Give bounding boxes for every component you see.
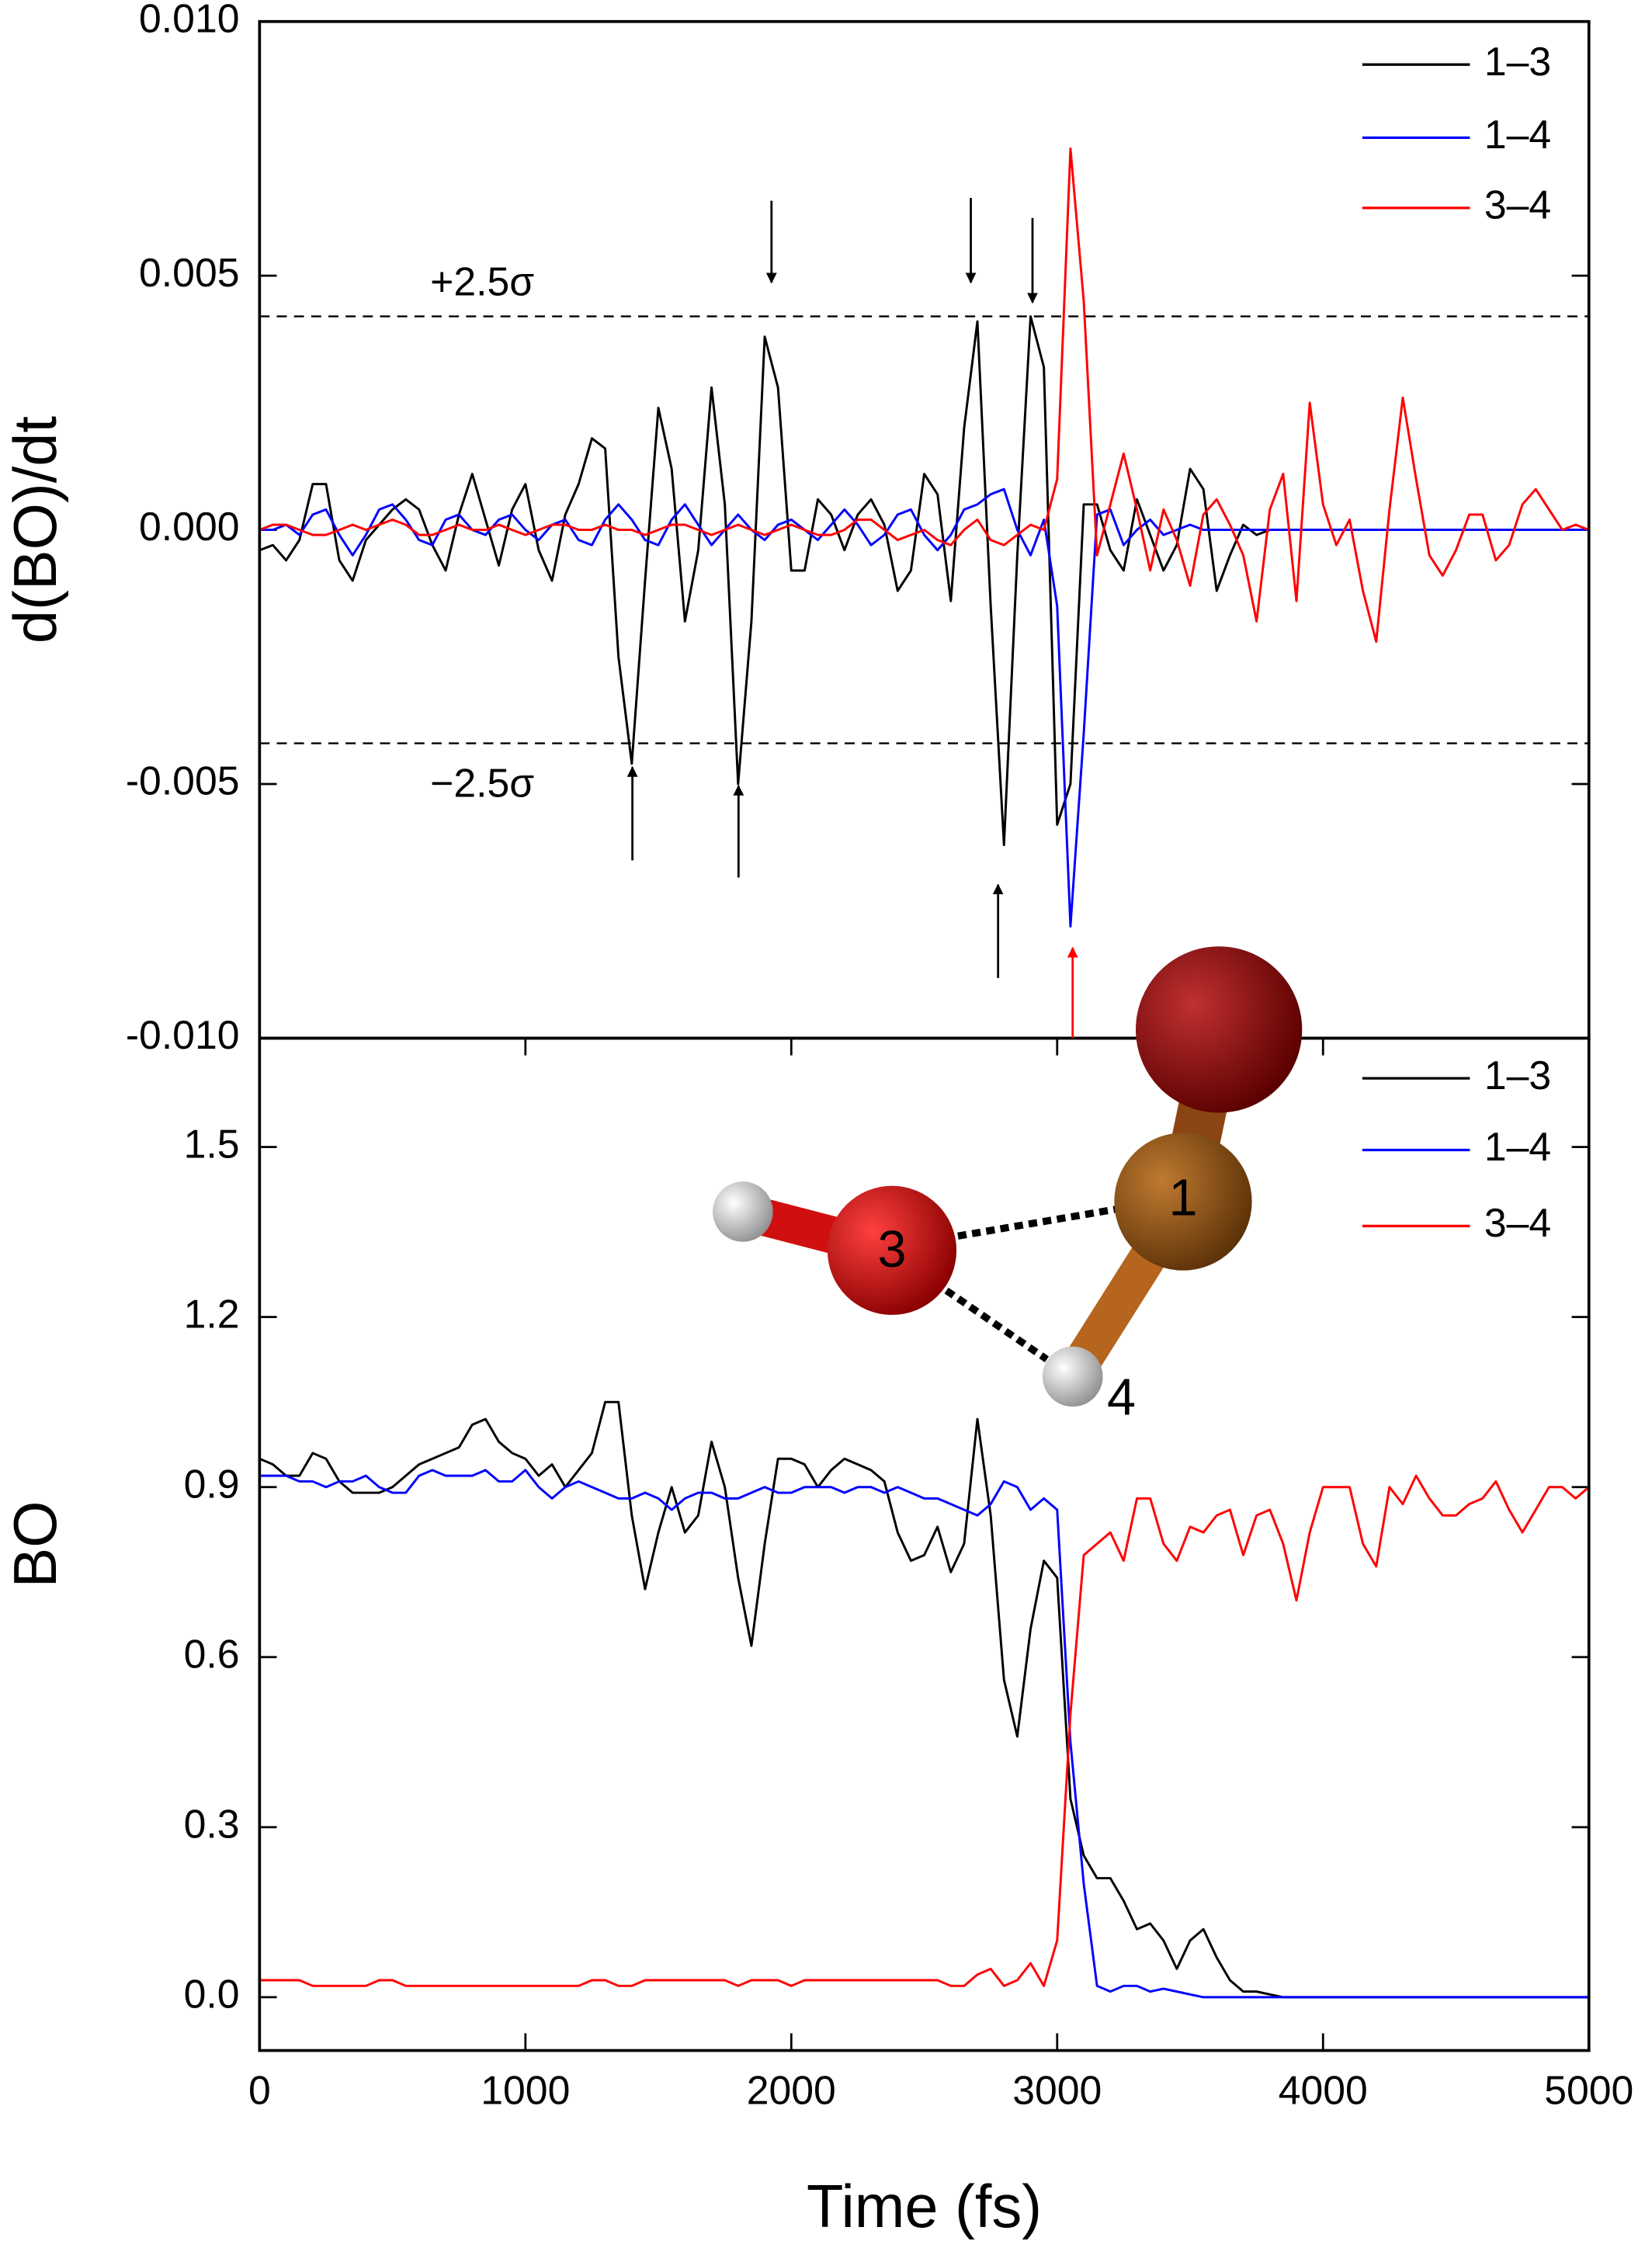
x-tick-label: 0 bbox=[248, 2068, 271, 2113]
y-axis-title: BO bbox=[2, 1500, 69, 1587]
threshold-label: −2.5σ bbox=[430, 761, 534, 806]
legend-label: 1–4 bbox=[1484, 1124, 1551, 1169]
atom-label: 1 bbox=[1168, 1170, 1197, 1227]
y-tick-label: 0.3 bbox=[184, 1802, 240, 1847]
atom-label: 3 bbox=[877, 1221, 906, 1278]
legend-label: 1–3 bbox=[1484, 1053, 1551, 1098]
legend-label: 1–3 bbox=[1484, 39, 1551, 84]
x-tick-label: 1000 bbox=[481, 2068, 570, 2113]
y-tick-label: -0.005 bbox=[126, 758, 240, 803]
data-line bbox=[259, 147, 1589, 644]
y-tick-label: 1.5 bbox=[184, 1121, 240, 1166]
atom-label: 4 bbox=[1107, 1369, 1136, 1426]
arrows bbox=[626, 197, 1078, 1039]
legend-label: 1–4 bbox=[1484, 112, 1551, 157]
x-tick-label: 5000 bbox=[1544, 2068, 1633, 2113]
atom bbox=[1114, 1133, 1252, 1271]
threshold-label: +2.5σ bbox=[430, 259, 534, 304]
data-line bbox=[259, 1474, 1589, 1987]
hydrogen-bond bbox=[944, 1287, 1050, 1363]
atom bbox=[1042, 1346, 1103, 1407]
legend-label: 3–4 bbox=[1484, 182, 1551, 227]
y-tick-label: 0.010 bbox=[139, 0, 239, 40]
atom bbox=[713, 1181, 773, 1242]
hydrogen-bond bbox=[957, 1205, 1119, 1240]
x-tick-label: 4000 bbox=[1279, 2068, 1368, 2113]
data-line bbox=[259, 487, 1589, 928]
x-tick-label: 3000 bbox=[1012, 2068, 1102, 2113]
y-tick-label: 0.000 bbox=[139, 504, 239, 549]
y-tick-label: 1.2 bbox=[184, 1291, 240, 1336]
y-tick-label: 0.6 bbox=[184, 1631, 240, 1676]
legend-label: 3–4 bbox=[1484, 1200, 1551, 1245]
atom bbox=[827, 1185, 957, 1315]
data-line bbox=[259, 1469, 1589, 1999]
y-tick-label: 0.9 bbox=[184, 1461, 240, 1506]
y-tick-label: -0.010 bbox=[126, 1012, 240, 1057]
x-tick-label: 2000 bbox=[747, 2068, 836, 2113]
molecule-illustration: 1 3 4 bbox=[713, 946, 1303, 1426]
x-axis-title: Time (fs) bbox=[807, 2173, 1042, 2240]
plot-frame bbox=[258, 1036, 1591, 2052]
y-axis-title: d(BO)/dt bbox=[2, 416, 69, 644]
atom bbox=[1136, 946, 1303, 1113]
y-tick-label: 0.0 bbox=[184, 1972, 240, 2017]
y-tick-label: 0.005 bbox=[139, 250, 239, 295]
